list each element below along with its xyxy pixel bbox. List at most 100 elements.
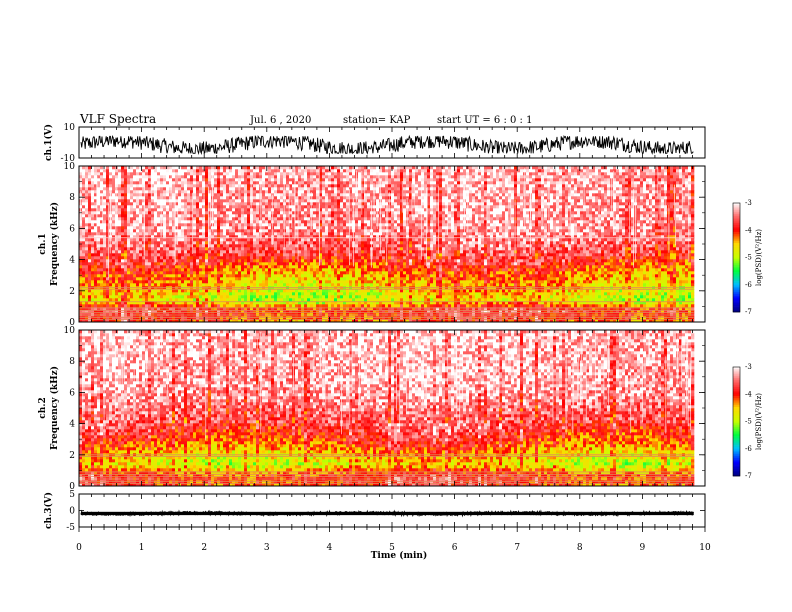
spectrogram-cell	[97, 199, 100, 202]
spectrogram-cell	[238, 274, 241, 277]
spectrogram-cell	[142, 283, 145, 286]
spectrogram-cell	[88, 169, 91, 172]
spectrogram-cell	[133, 205, 136, 208]
spectrogram-cell	[316, 307, 319, 310]
spectrogram-cell	[139, 214, 142, 217]
spectrogram-cell	[91, 232, 94, 235]
spectrogram-cell	[307, 283, 310, 286]
spectrogram-cell	[148, 244, 151, 247]
spectrogram-cell	[319, 298, 322, 301]
spectrogram-cell	[205, 265, 208, 268]
spectrogram-cell	[154, 232, 157, 235]
spectrogram-cell	[235, 193, 238, 196]
spectrogram-cell	[88, 304, 91, 307]
spectrogram-cell	[193, 307, 196, 310]
spectrogram-cell	[175, 175, 178, 178]
spectrogram-cell	[163, 307, 166, 310]
spectrogram-cell	[193, 277, 196, 280]
spectrogram-cell	[328, 226, 331, 229]
spectrogram-cell	[175, 178, 178, 181]
spectrogram-cell	[91, 280, 94, 283]
spectrogram-cell	[217, 229, 220, 232]
spectrogram-cell	[244, 250, 247, 253]
spectrogram-cell	[331, 292, 334, 295]
spectrogram-cell	[247, 280, 250, 283]
spectrogram-cell	[169, 181, 172, 184]
spectrogram-cell	[175, 190, 178, 193]
spectrogram-cell	[328, 196, 331, 199]
spectrogram-cell	[304, 307, 307, 310]
spectrogram-cell	[85, 220, 88, 223]
spectrogram-cell	[229, 223, 232, 226]
spectrogram-cell	[271, 277, 274, 280]
spectrogram-cell	[346, 217, 349, 220]
spectrogram-cell	[136, 202, 139, 205]
spectrogram-cell	[238, 178, 241, 181]
spectrogram-cell	[154, 229, 157, 232]
spectrogram-cell	[151, 217, 154, 220]
spectrogram-cell	[103, 181, 106, 184]
spectrogram-cell	[169, 250, 172, 253]
spectrogram-cell	[169, 223, 172, 226]
spectrogram-cell	[109, 244, 112, 247]
spectrogram-cell	[82, 268, 85, 271]
spectrogram-cell	[139, 184, 142, 187]
spectrogram-cell	[265, 304, 268, 307]
spectrogram-cell	[256, 208, 259, 211]
spectrogram-cell	[151, 229, 154, 232]
spectrogram-cell	[271, 283, 274, 286]
spectrogram-cell	[355, 274, 358, 277]
spectrogram-cell	[88, 172, 91, 175]
spectrogram-cell	[94, 283, 97, 286]
spectrogram-cell	[286, 259, 289, 262]
spectrogram-cell	[244, 292, 247, 295]
spectrogram-cell	[91, 253, 94, 256]
spectrogram-cell	[100, 307, 103, 310]
spectrogram-cell	[265, 193, 268, 196]
spectrogram-cell	[253, 172, 256, 175]
date-label: Jul. 6 , 2020	[249, 115, 311, 126]
spectrogram-cell	[247, 229, 250, 232]
spectrogram-cell	[325, 172, 328, 175]
spectrogram-cell	[136, 241, 139, 244]
spectrogram-cell	[253, 229, 256, 232]
spectrogram-cell	[331, 175, 334, 178]
spectrogram-cell	[310, 253, 313, 256]
spectrogram-cell	[130, 202, 133, 205]
spectrogram-cell	[217, 268, 220, 271]
spectrogram-cell	[340, 259, 343, 262]
spectrogram-cell	[127, 298, 130, 301]
spectrogram-cell	[133, 262, 136, 265]
spectrogram-cell	[124, 268, 127, 271]
spectrogram-cell	[334, 277, 337, 280]
spectrogram-cell	[217, 265, 220, 268]
spectrogram-cell	[121, 277, 124, 280]
spectrogram-cell	[106, 169, 109, 172]
spectrogram-cell	[337, 226, 340, 229]
spectrogram-cell	[118, 193, 121, 196]
spectrogram-cell	[169, 184, 172, 187]
spectrogram-cell	[295, 283, 298, 286]
spectrogram-cell	[313, 208, 316, 211]
spectrogram-cell	[91, 205, 94, 208]
spectrogram-cell	[307, 208, 310, 211]
spectrogram-cell	[187, 184, 190, 187]
spectrogram-cell	[154, 304, 157, 307]
spectrogram-cell	[160, 199, 163, 202]
spectrogram-cell	[196, 184, 199, 187]
spectrogram-cell	[316, 244, 319, 247]
spectrogram-cell	[256, 175, 259, 178]
spectrogram-cell	[244, 298, 247, 301]
spectrogram-cell	[298, 244, 301, 247]
spectrogram-cell	[232, 247, 235, 250]
spectrogram-cell	[220, 181, 223, 184]
spectrogram-cell	[160, 205, 163, 208]
spectrogram-cell	[145, 304, 148, 307]
spectrogram-cell	[118, 304, 121, 307]
spectrogram-cell	[280, 271, 283, 274]
spectrogram-cell	[319, 283, 322, 286]
spectrogram-cell	[313, 229, 316, 232]
spectrogram-cell	[283, 244, 286, 247]
spectrogram-cell	[157, 223, 160, 226]
spectrogram-cell	[283, 232, 286, 235]
